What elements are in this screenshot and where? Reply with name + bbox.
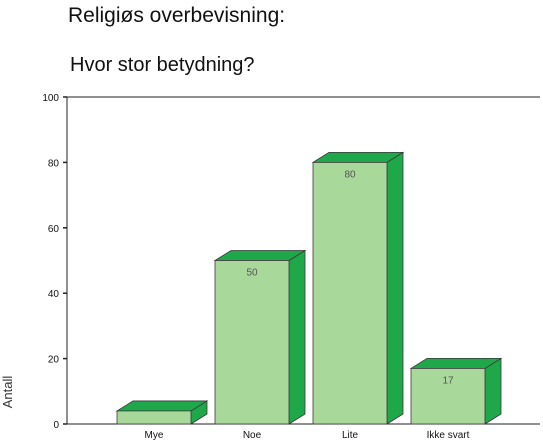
chart-title: Religiøs overbevisning: bbox=[68, 4, 286, 27]
bar-side bbox=[386, 151, 404, 425]
x-tick-label: Noe bbox=[243, 430, 262, 441]
x-tick-label: Lite bbox=[342, 430, 359, 441]
bar-top bbox=[115, 400, 209, 412]
data-label: 50 bbox=[246, 268, 258, 279]
y-tick-label: 60 bbox=[48, 224, 60, 235]
chart-subtitle: Hvor stor betydning? bbox=[70, 54, 255, 76]
bar-top bbox=[213, 250, 307, 261]
y-tick-label: 40 bbox=[48, 289, 60, 300]
data-label: 80 bbox=[344, 169, 356, 180]
y-tick-label: 100 bbox=[42, 93, 59, 104]
y-tick-label: 80 bbox=[48, 158, 60, 169]
bar bbox=[214, 260, 290, 425]
x-tick-label: Mye bbox=[145, 430, 164, 441]
bar-side bbox=[288, 249, 306, 425]
bar-side bbox=[484, 357, 502, 425]
y-axis-label: Antall bbox=[0, 376, 15, 409]
bar bbox=[116, 410, 192, 425]
data-label: 17 bbox=[442, 375, 454, 386]
bar bbox=[312, 161, 388, 425]
y-tick-label: 20 bbox=[48, 355, 60, 366]
bar bbox=[410, 368, 486, 425]
bar-top bbox=[409, 358, 503, 369]
x-tick-label: Ikke svart bbox=[427, 430, 470, 441]
y-tick-label: 0 bbox=[53, 420, 59, 431]
bar-top bbox=[311, 151, 405, 163]
